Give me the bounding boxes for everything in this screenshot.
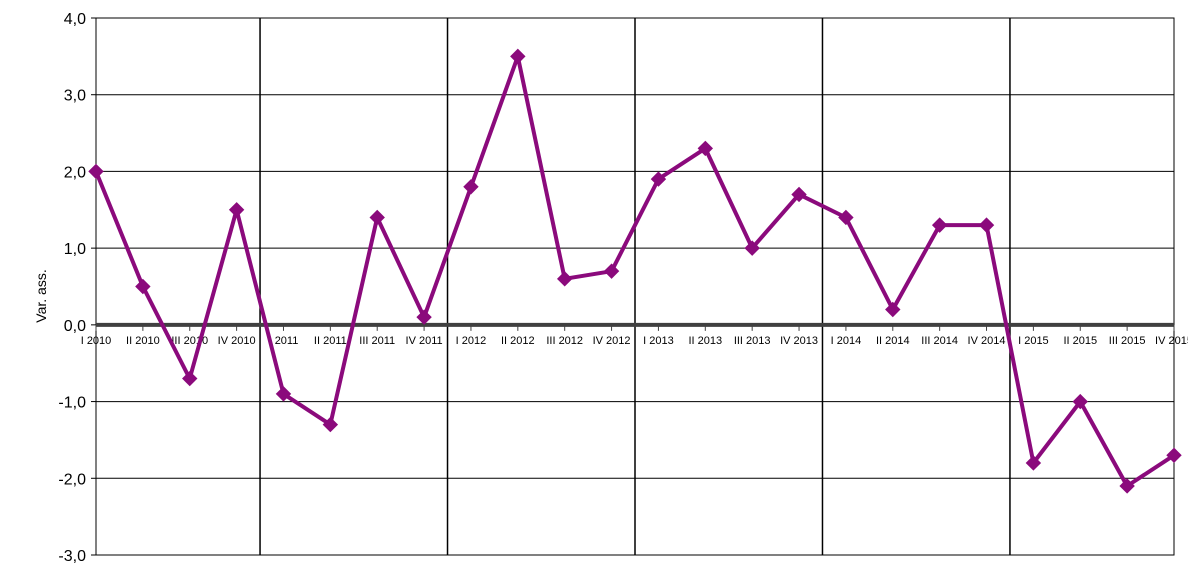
data-point-marker	[369, 209, 385, 226]
data-point-marker	[1072, 393, 1088, 410]
year-separators	[259, 18, 1011, 555]
y-tick-label: 0,0	[64, 318, 86, 335]
data-point-marker	[275, 386, 292, 402]
series-line	[94, 54, 1176, 488]
x-tick-label: III 2012	[546, 335, 583, 347]
x-tick-label: IV 2013	[780, 335, 818, 347]
x-tick-label: I 2015	[1018, 335, 1049, 347]
data-point-marker	[322, 416, 339, 433]
x-tick-labels: I 2010 II 2010 III 2010 IV 2010 I 2011 II 201…	[81, 335, 1188, 347]
y-tick-label: 2,0	[64, 164, 86, 181]
data-point-marker	[744, 240, 760, 256]
x-tick-label: IV 2011	[406, 335, 443, 347]
x-tick-label: III 2013	[734, 335, 771, 347]
x-tick-label: II 2010	[126, 335, 160, 347]
data-point-marker	[885, 301, 901, 318]
x-tick-label: I 2011	[269, 335, 299, 347]
plot-border	[95, 17, 1175, 556]
y-tick-label: 3,0	[64, 88, 86, 105]
data-point-marker	[697, 140, 714, 157]
data-point-marker	[650, 171, 667, 187]
x-tick-label: II 2013	[688, 335, 722, 347]
data-point-marker	[228, 202, 245, 218]
x-tick-label: I 2010	[81, 335, 112, 347]
data-point-marker	[603, 263, 620, 279]
x-tick-label: II 2014	[876, 335, 910, 347]
x-tick-label: III 2014	[921, 335, 958, 347]
data-point-marker	[838, 209, 854, 226]
y-tick-label: -1,0	[58, 395, 86, 412]
y-axis-title: Var. ass.	[33, 269, 49, 322]
data-point-marker	[556, 271, 573, 287]
y-tick-label: 1,0	[64, 241, 86, 258]
data-point-marker	[88, 163, 104, 180]
x-tick-label: II 2012	[501, 335, 535, 347]
data-series	[88, 48, 1182, 494]
y-tick-label: -2,0	[58, 471, 86, 488]
x-tick-label: IV 2010	[218, 335, 256, 347]
data-point-marker	[1119, 478, 1135, 494]
y-tick-label: -3,0	[58, 548, 86, 565]
y-tick-labels: 4,0 3,0 2,0 1,0 0,0 -1,0 -2,0 -3,0	[58, 11, 86, 565]
data-point-marker	[1166, 447, 1182, 463]
x-tick-label: I 2012	[456, 335, 487, 347]
y-tick-label: 4,0	[64, 11, 86, 28]
x-tick-label: II 2011	[314, 335, 347, 347]
x-tick-label: IV 2012	[593, 335, 631, 347]
data-point-marker	[463, 179, 479, 195]
x-tick-label: IV 2014	[968, 335, 1006, 347]
data-point-marker	[182, 370, 198, 387]
axes	[91, 17, 1175, 556]
data-point-marker	[978, 217, 995, 233]
data-point-marker	[510, 48, 526, 65]
x-tick-label: IV 2015	[1155, 335, 1188, 347]
x-tick-label: III 2011	[359, 335, 395, 347]
x-tick-label: I 2013	[643, 335, 674, 347]
x-tick-label: I 2014	[831, 335, 862, 347]
x-tick-label: II 2015	[1063, 335, 1097, 347]
data-point-marker	[791, 186, 807, 203]
x-tick-label: III 2015	[1109, 335, 1146, 347]
data-point-marker	[1025, 455, 1042, 471]
data-point-marker	[416, 309, 432, 325]
data-point-marker	[931, 217, 948, 233]
data-point-marker	[135, 278, 151, 295]
